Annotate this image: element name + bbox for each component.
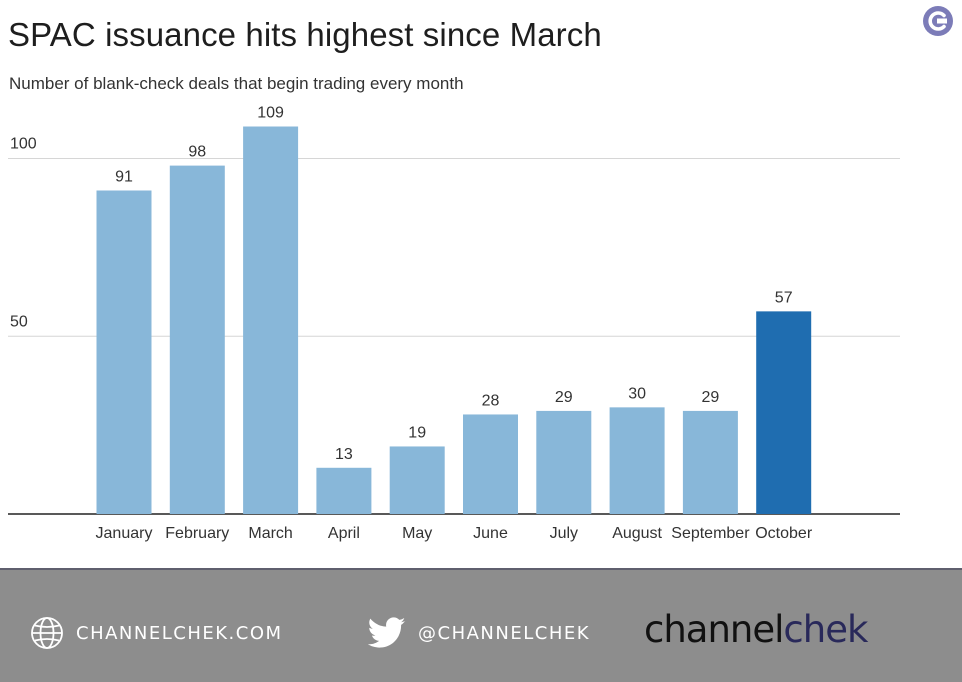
data-label: 30 bbox=[628, 385, 646, 402]
chart-title: SPAC issuance hits highest since March bbox=[8, 16, 602, 53]
x-tick-label: February bbox=[165, 525, 229, 542]
x-tick-label: September bbox=[671, 525, 750, 542]
bars bbox=[96, 126, 812, 515]
footer-bar: CHANNELCHEK.COM @CHANNELCHEK channel chek bbox=[0, 568, 962, 682]
bar-august bbox=[609, 407, 665, 514]
x-tick-label: August bbox=[612, 525, 662, 542]
twitter-link[interactable]: @CHANNELCHEK bbox=[368, 617, 590, 649]
bar-may bbox=[389, 446, 445, 514]
chart-card: 91 98 109 13 19 28 29 30 29 57 January February Mar… bbox=[8, 5, 957, 542]
x-tick-label: October bbox=[755, 525, 813, 542]
data-label: 98 bbox=[188, 144, 206, 161]
y-tick-labels: 50 100 bbox=[10, 136, 37, 331]
website-text: CHANNELCHEK.COM bbox=[76, 622, 283, 644]
data-label: 57 bbox=[775, 289, 793, 306]
globe-icon bbox=[31, 617, 63, 649]
twitter-bird-icon bbox=[368, 617, 406, 648]
chart-subtitle: Number of blank-check deals that begin t… bbox=[9, 74, 464, 93]
y-tick-label: 50 bbox=[10, 313, 28, 330]
x-tick-label: March bbox=[248, 525, 292, 542]
x-tick-label: April bbox=[328, 525, 360, 542]
data-label: 29 bbox=[555, 389, 573, 406]
bar-march bbox=[243, 126, 299, 514]
x-tick-label: May bbox=[402, 525, 432, 542]
x-tick-label: June bbox=[473, 525, 508, 542]
bar-january bbox=[96, 190, 152, 514]
bar-april bbox=[316, 467, 372, 514]
data-label: 13 bbox=[335, 446, 353, 463]
bar-september bbox=[682, 410, 738, 514]
bar-june bbox=[463, 414, 518, 514]
x-tick-label: July bbox=[550, 525, 578, 542]
data-label: 19 bbox=[408, 424, 426, 441]
x-tick-label: January bbox=[96, 525, 153, 542]
data-label: 91 bbox=[115, 168, 133, 185]
wordmark-part-chek: chek bbox=[783, 608, 868, 651]
data-label: 109 bbox=[257, 105, 284, 122]
data-label: 28 bbox=[482, 392, 500, 409]
bar-february bbox=[169, 165, 225, 515]
twitter-handle: @CHANNELCHEK bbox=[418, 622, 591, 644]
x-tick-labels: January February March April May June July Augu… bbox=[96, 525, 813, 542]
bar-july bbox=[536, 410, 592, 514]
gridlines bbox=[8, 158, 900, 515]
bar-chart: 91 98 109 13 19 28 29 30 29 57 January February Mar… bbox=[8, 105, 900, 542]
channelchek-wordmark[interactable]: channel chek bbox=[644, 608, 868, 658]
y-tick-label: 100 bbox=[10, 136, 37, 153]
website-link[interactable]: CHANNELCHEK.COM bbox=[30, 617, 283, 649]
data-label: 29 bbox=[702, 389, 720, 406]
data-labels: 91 98 109 13 19 28 29 30 29 57 bbox=[115, 105, 793, 463]
bar-october bbox=[756, 311, 812, 514]
wordmark-part-channel: channel bbox=[644, 608, 784, 651]
channelchek-c-logo-icon bbox=[921, 5, 957, 37]
